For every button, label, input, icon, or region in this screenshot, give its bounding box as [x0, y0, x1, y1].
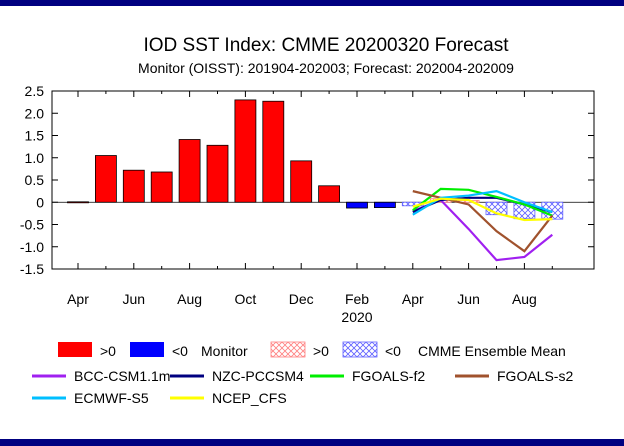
legend-label-positive: >0 — [100, 343, 116, 359]
legend-label-negative: <0 — [172, 343, 188, 359]
monitor-bar-positive — [122, 169, 145, 203]
y-tick-label: 1.5 — [25, 128, 45, 144]
legend-label-ncep-cfs: NCEP_CFS — [212, 390, 287, 406]
y-tick-label: 1.0 — [25, 150, 45, 166]
y-tick-label: 2.0 — [25, 105, 45, 121]
legend-label-bcc-csm1-1m: BCC-CSM1.1m — [74, 368, 170, 384]
legend-model-lines: BCC-CSM1.1m NZC-PCCSM4 FGOALS-f2 FGOALS-s2 E… — [32, 368, 573, 406]
y-tick-label: 0.5 — [25, 172, 45, 188]
legend-label-ensemble-positive: >0 — [313, 343, 329, 359]
x-tick-label: Jun — [123, 291, 146, 307]
x-tick-label: Apr — [67, 291, 89, 307]
x-tick-label: Aug — [512, 291, 537, 307]
monitor-bar-positive — [262, 100, 285, 203]
frame-top-border — [0, 0, 624, 6]
x-tick-label: Apr — [402, 291, 424, 307]
x-tick-sublabel: 2020 — [341, 309, 372, 325]
monitor-bar-positive — [150, 171, 173, 203]
plot-area: 2.5 2.0 1.5 1.0 0.5 0 -0.5 -1.0 -1.5 Apr Jun Aug Oct… — [20, 83, 595, 325]
x-tick-label: Dec — [289, 291, 314, 307]
x-tick-label: Jun — [457, 291, 480, 307]
legend-label-fgoals-f2: FGOALS-f2 — [352, 368, 425, 384]
monitor-bar-negative — [346, 201, 368, 209]
monitor-bar-positive — [234, 99, 257, 203]
monitor-bar-positive — [95, 155, 117, 203]
series-line-ncep-cfs — [412, 197, 553, 222]
y-tick-label: 0 — [36, 194, 44, 210]
legend-bars: >0 <0 Monitor >0 <0 CMME Ensemble Mean — [58, 341, 566, 359]
y-tick-label: -1.5 — [20, 261, 44, 277]
legend-label-ecmwf-s5: ECMWF-S5 — [74, 390, 149, 406]
legend-label-fgoals-s2: FGOALS-s2 — [497, 368, 573, 384]
monitor-bar-positive — [318, 185, 341, 203]
legend-label-nzc-pccsm4: NZC-PCCSM4 — [212, 368, 304, 384]
monitor-bar-positive — [178, 139, 201, 203]
x-tick-label: Aug — [177, 291, 202, 307]
legend-swatch-ensemble-negative — [342, 341, 378, 358]
legend-swatch-positive — [58, 342, 92, 357]
monitor-bar-positive — [290, 160, 313, 203]
series-line-fgoals-s2 — [412, 190, 554, 253]
x-tick-label: Oct — [235, 291, 257, 307]
legend-swatch-negative — [130, 342, 164, 357]
y-tick-label: 2.5 — [25, 83, 45, 99]
legend-label-ensemble-mean: CMME Ensemble Mean — [418, 343, 566, 359]
monitor-bar-positive — [206, 144, 229, 203]
legend-label-monitor: Monitor — [201, 343, 248, 359]
legend-swatch-ensemble-positive — [270, 341, 306, 358]
monitor-bar-positive — [67, 201, 89, 204]
y-tick-label: -0.5 — [20, 217, 44, 233]
monitor-bar-negative — [373, 201, 396, 208]
frame-bottom-border — [0, 439, 624, 446]
x-tick-label: Feb — [345, 291, 369, 307]
y-tick-label: -1.0 — [20, 239, 44, 255]
chart-subtitle: Monitor (OISST): 201904-202003; Forecast… — [138, 60, 514, 76]
chart-title: IOD SST Index: CMME 20200320 Forecast — [143, 35, 509, 56]
legend-label-ensemble-negative: <0 — [385, 343, 401, 359]
